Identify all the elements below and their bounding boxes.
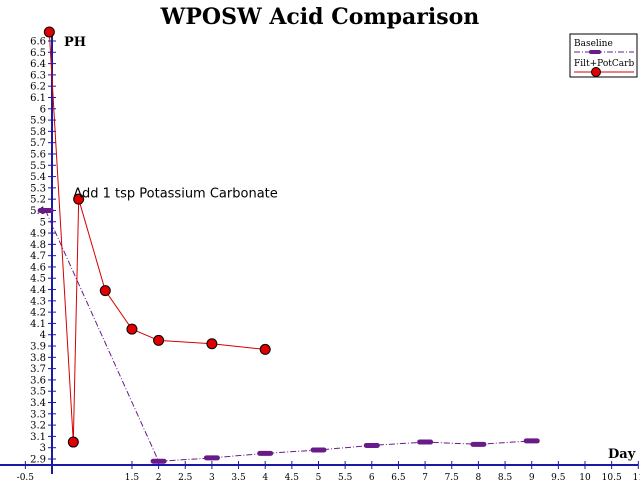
y-tick-label: 4.2: [30, 308, 46, 319]
y-tick-label: 4.9: [30, 229, 46, 240]
y-tick-label: 3.3: [30, 409, 46, 420]
legend-marker-filt-potcarb: [591, 67, 601, 77]
data-point-filt-potcarb: [73, 193, 85, 205]
y-tick-label: 4.7: [30, 251, 46, 262]
y-tick-label: 6: [40, 104, 46, 115]
legend: Baseline Filt+PotCarb: [569, 33, 638, 78]
data-point-filt-potcarb: [126, 323, 138, 335]
y-tick-label: 5.4: [30, 172, 46, 183]
series-line-baseline: [45, 210, 532, 462]
y-tick-label: 6.2: [30, 82, 46, 93]
data-point-baseline: [310, 447, 327, 453]
y-tick-label: 5.9: [30, 116, 46, 127]
x-tick-label: 8: [476, 473, 482, 480]
y-tick-label: 3.6: [30, 375, 46, 386]
y-tick-label: 6.1: [30, 93, 46, 104]
y-tick-label: 4.6: [30, 262, 46, 273]
y-tick-label: 5.6: [30, 149, 46, 160]
y-tick-label: 5.5: [30, 161, 46, 172]
y-tick-label: 3.8: [30, 353, 46, 364]
series-layer: [37, 26, 540, 464]
x-tick-label: 5.5: [338, 473, 353, 480]
x-tick-label: 10.5: [602, 473, 622, 480]
legend-label-baseline: Baseline: [574, 39, 613, 49]
y-tick-label: 4: [40, 330, 46, 341]
y-tick-label: 3.5: [30, 387, 46, 398]
y-tick-label: 6.5: [30, 48, 46, 59]
x-tick-label: 5: [316, 473, 322, 480]
legend-label-filt-potcarb: Filt+PotCarb: [574, 59, 634, 69]
y-tick-label: 3.2: [30, 421, 46, 432]
y-axis-title: PH: [64, 35, 86, 50]
y-tick-label: 4.3: [30, 296, 46, 307]
x-axis-title: Day: [608, 447, 636, 462]
data-point-baseline: [37, 207, 54, 213]
x-tick-label: 7: [422, 473, 428, 480]
x-tick-label: 9.5: [551, 473, 566, 480]
x-tick-label: -0.5: [17, 473, 35, 480]
data-point-baseline: [470, 441, 487, 447]
x-tick-label: 8.5: [498, 473, 513, 480]
x-tick-label: 9: [529, 473, 535, 480]
y-axis-ticks: 2.933.13.23.33.43.53.63.73.83.944.14.24.…: [30, 37, 56, 466]
y-tick-label: 2.9: [30, 455, 46, 466]
chart-annotation: Add 1 tsp Potassium Carbonate: [73, 187, 277, 202]
data-point-baseline: [417, 439, 434, 445]
data-point-filt-potcarb: [99, 285, 111, 297]
y-tick-label: 6.4: [30, 59, 46, 70]
data-point-baseline: [257, 450, 274, 456]
data-point-filt-potcarb: [206, 338, 218, 350]
y-tick-label: 3: [40, 443, 46, 454]
x-tick-label: 7.5: [445, 473, 460, 480]
data-point-filt-potcarb: [67, 436, 79, 448]
y-tick-label: 3.9: [30, 342, 46, 353]
x-tick-label: 1.5: [125, 473, 140, 480]
data-point-baseline: [363, 442, 380, 448]
x-axis: -0.5 1.5 2 2.5 3 3.5 4 4.5 5 5.5 6 6.5 7 7.5 8 8.5 9 9.5 1…: [0, 447, 640, 480]
x-tick-label: 3: [209, 473, 215, 480]
x-tick-label: 6.5: [391, 473, 406, 480]
y-tick-label: 3.1: [30, 432, 46, 443]
legend-marker-baseline: [589, 50, 601, 54]
chart-title: WPOSW Acid Comparison: [160, 4, 480, 30]
data-point-filt-potcarb: [153, 334, 165, 346]
y-tick-label: 4.8: [30, 240, 46, 251]
data-point-filt-potcarb: [259, 343, 271, 355]
y-tick-label: 3.7: [30, 364, 46, 375]
y-tick-label: 3.4: [30, 398, 46, 409]
data-point-filt-potcarb: [43, 26, 55, 38]
y-tick-label: 5.2: [30, 195, 46, 206]
x-tick-label: 4.5: [285, 473, 300, 480]
x-tick-label: 10: [579, 473, 591, 480]
x-tick-label: 6: [369, 473, 375, 480]
y-tick-label: 6.6: [30, 37, 46, 48]
y-tick-label: 4.1: [30, 319, 46, 330]
y-tick-label: 6.3: [30, 70, 46, 81]
x-tick-label: 3.5: [231, 473, 246, 480]
y-tick-label: 5: [40, 217, 46, 228]
y-tick-label: 5.3: [30, 183, 46, 194]
x-tick-label: 11: [633, 473, 640, 480]
data-point-baseline: [203, 455, 220, 461]
y-tick-label: 4.4: [30, 285, 46, 296]
x-axis-ticks: -0.5 1.5 2 2.5 3 3.5 4 4.5 5 5.5 6 6.5 7 7.5 8 8.5 9 9.5 1…: [17, 461, 640, 480]
series-line-filt-potcarb: [48, 31, 266, 443]
legend-box: [569, 33, 638, 78]
data-point-baseline: [150, 458, 167, 464]
y-tick-label: 5.8: [30, 127, 46, 138]
data-point-baseline: [523, 438, 540, 444]
x-tick-label: 2.5: [178, 473, 193, 480]
y-tick-label: 5.7: [30, 138, 46, 149]
x-tick-label: 2: [156, 473, 162, 480]
y-tick-label: 4.5: [30, 274, 46, 285]
x-tick-label: 4: [262, 473, 268, 480]
y-axis: 2.933.13.23.33.43.53.63.73.83.944.14.24.…: [30, 35, 86, 474]
